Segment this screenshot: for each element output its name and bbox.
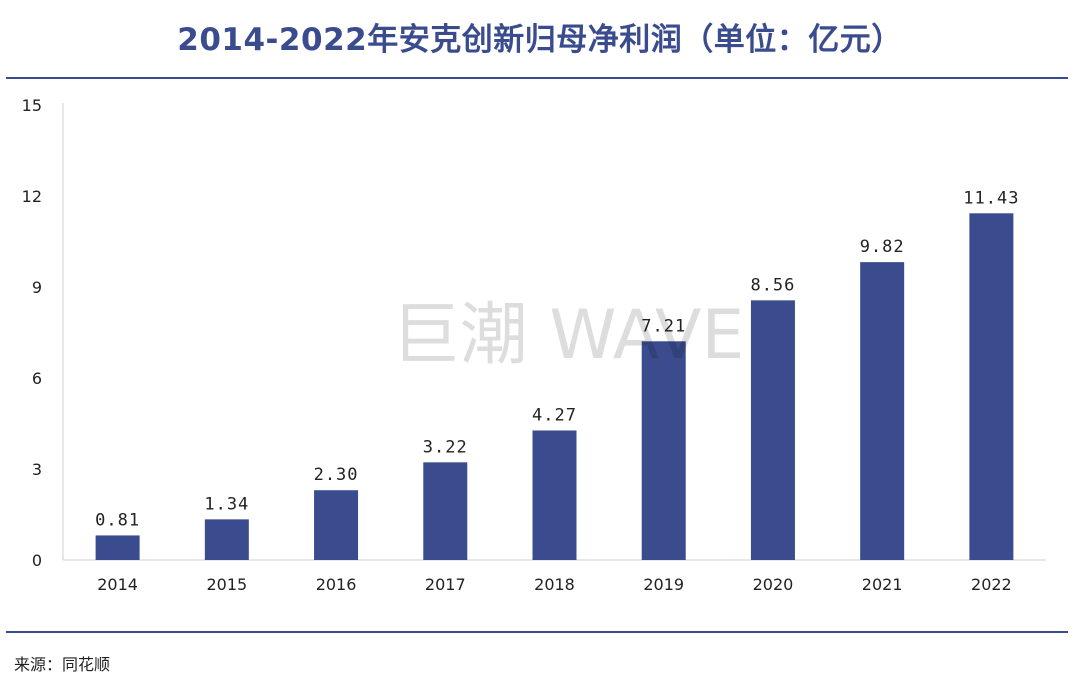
source-note: 来源：同花顺 (14, 655, 111, 674)
y-tick-label: 6 (32, 369, 42, 388)
y-tick-label: 12 (22, 187, 42, 206)
y-tick-label: 3 (32, 460, 42, 479)
y-tick-label: 15 (22, 96, 42, 115)
top-divider (6, 77, 1068, 79)
x-tick-label: 2016 (316, 575, 357, 594)
data-label: 2.30 (314, 465, 359, 485)
x-axis: 2014 2015 2016 2017 2018 2019 2020 2021 2022 (63, 559, 1046, 594)
data-label: 8.56 (750, 275, 795, 295)
bar-2020 (750, 300, 795, 560)
bar-2017 (423, 462, 468, 560)
bar-2021 (860, 262, 905, 560)
data-label: 11.43 (963, 188, 1019, 208)
y-axis: 0 3 6 9 12 15 (22, 96, 64, 570)
bar-series: 0.81 1.34 2.30 3.22 4.27 7.21 8.56 9.82 11.43 (95, 188, 1019, 561)
x-tick-label: 2019 (643, 575, 684, 594)
bar-2018 (532, 430, 577, 560)
data-label: 9.82 (860, 237, 905, 257)
bottom-divider (6, 631, 1068, 633)
x-tick-label: 2015 (206, 575, 247, 594)
bar-2014 (95, 535, 140, 560)
bar-2019 (641, 341, 686, 560)
data-label: 3.22 (423, 437, 468, 457)
data-label: 7.21 (641, 316, 686, 336)
x-tick-label: 2022 (971, 575, 1012, 594)
x-tick-label: 2020 (753, 575, 794, 594)
y-tick-label: 9 (32, 278, 42, 297)
data-label: 4.27 (532, 405, 577, 425)
data-label: 0.81 (95, 510, 140, 530)
bar-2022 (969, 213, 1014, 561)
x-tick-label: 2021 (862, 575, 903, 594)
x-tick-label: 2018 (534, 575, 575, 594)
watermark-text: 巨潮 WAVE (392, 296, 745, 375)
x-tick-label: 2017 (425, 575, 466, 594)
data-label: 1.34 (204, 494, 249, 514)
x-tick-label: 2014 (97, 575, 138, 594)
bar-chart: 0 3 6 9 12 15 2014 2015 2016 2017 2018 2019 2020 202… (22, 96, 1046, 594)
chart-title: 2014-2022年安克创新归母净利润（单位：亿元） (177, 22, 903, 58)
y-tick-label: 0 (32, 551, 42, 570)
bar-2016 (314, 490, 359, 560)
bar-2015 (204, 519, 249, 560)
